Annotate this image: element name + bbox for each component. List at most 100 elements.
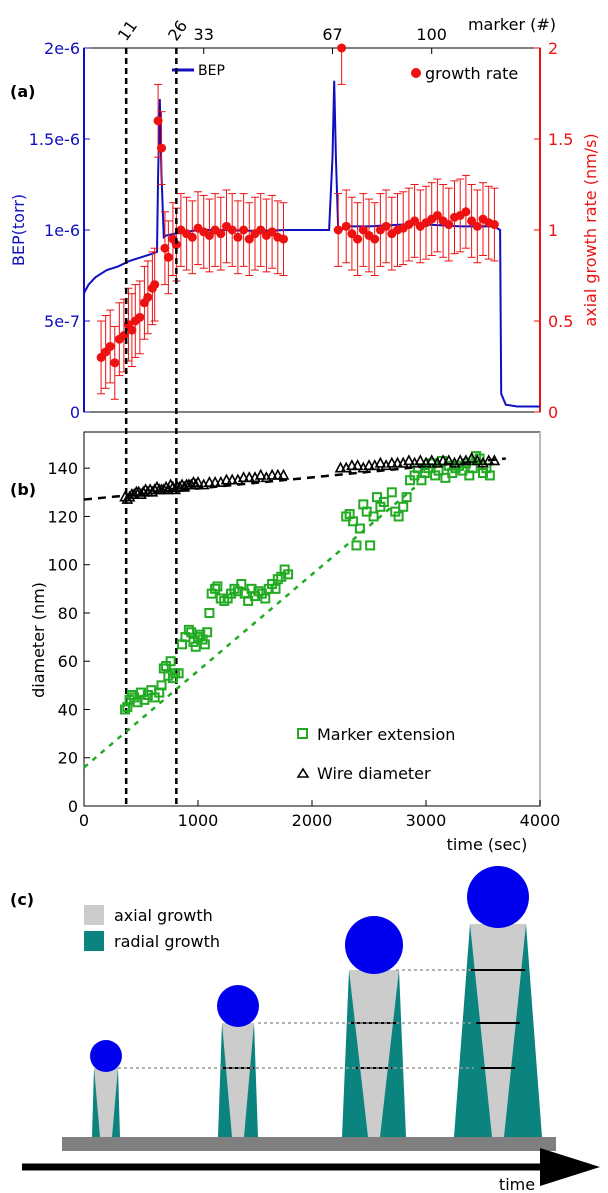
catalyst-droplet: [345, 916, 403, 974]
growth-rate-point: [410, 216, 420, 226]
y-tick-label: 0: [68, 797, 78, 816]
legend-wire-diameter-label: Wire diameter: [317, 764, 431, 783]
growth-rate-point: [267, 227, 277, 237]
panel-c: (c) axial growth radial growth time: [10, 866, 600, 1193]
legend-growth-swatch: [411, 68, 421, 78]
marker-extension-point: [386, 487, 397, 498]
growth-rate-point: [204, 230, 214, 240]
legend-bep-label: BEP: [198, 63, 225, 79]
x-tick-label: 3000: [406, 811, 447, 830]
marker-extension-point: [204, 607, 215, 618]
growth-rate-point: [461, 207, 471, 217]
wire-axial-core: [349, 970, 399, 1137]
time-arrow-label: time: [499, 1175, 535, 1193]
wire-diameter-point: [471, 454, 484, 466]
wire-diameter-point: [178, 480, 191, 492]
growth-rate-point: [163, 252, 173, 262]
marker-extension-point: [401, 492, 412, 503]
marker-extension-point: [398, 501, 409, 512]
y-tick-label: 80: [58, 604, 78, 623]
wire-diameter-point: [488, 454, 501, 466]
wire-diameter-point: [209, 475, 221, 487]
marker-extension-point: [120, 704, 131, 715]
wire-diameter-point: [454, 454, 467, 466]
wire-diameter-point: [482, 454, 495, 466]
legend-growth-label: growth rate: [425, 64, 518, 83]
legend-radial-swatch: [84, 931, 104, 951]
wire-diameter-point: [403, 454, 415, 466]
right-tick-label: 0.5: [548, 312, 573, 331]
top-tick-label: 100: [416, 25, 447, 44]
growth-rate-point: [256, 225, 266, 235]
y-right-axis-label: axial growth rate (nm/s): [581, 133, 600, 326]
wire-diameter-point: [192, 475, 204, 487]
wire-axial-core: [470, 924, 526, 1137]
wire-axial-core: [222, 1023, 254, 1137]
wire-axial-core: [94, 1068, 118, 1137]
growth-rate-point: [279, 234, 288, 244]
x-tick-label: 4000: [520, 811, 561, 830]
time-arrow-head: [540, 1148, 600, 1186]
marker-extension-point: [368, 511, 379, 522]
x-tick-label: 1000: [178, 811, 219, 830]
top-tick-label: 33: [194, 25, 214, 44]
y-tick-label: 140: [47, 459, 78, 478]
y-tick-label: 120: [47, 507, 78, 526]
growth-rate-point: [227, 225, 237, 235]
left-tick-label: 0: [70, 403, 80, 422]
wire-diameter-point: [266, 468, 278, 480]
substrate: [62, 1137, 556, 1151]
growth-rate-point: [467, 216, 477, 226]
marker-extension-point: [212, 581, 223, 592]
wire-diameter-point: [334, 461, 347, 473]
growth-rate-point: [244, 234, 254, 244]
growth-rate-point: [187, 232, 197, 242]
wire-diameter-point: [226, 473, 239, 485]
legend-radial-label: radial growth: [114, 932, 220, 951]
growth-rate-point: [489, 220, 499, 230]
marker-extension-point: [365, 540, 376, 551]
right-tick-label: 2: [548, 39, 558, 58]
wire-diameter-point: [271, 468, 284, 480]
legend-axial-swatch: [84, 905, 104, 925]
growth-rate-point: [432, 210, 442, 220]
y-left-axis-label: BEP(torr): [9, 194, 28, 266]
panel-label: (b): [10, 480, 36, 499]
wire-diameter-point: [254, 468, 267, 480]
left-tick-label: 1.5e-6: [29, 130, 80, 149]
wire-diameter-point: [277, 468, 290, 480]
right-tick-label: 0: [548, 403, 558, 422]
top-axis-label: marker (#): [468, 15, 556, 34]
right-tick-label: 1.5: [548, 130, 573, 149]
panel-label: (a): [10, 82, 35, 101]
wire-diameter-point: [385, 456, 398, 468]
y-tick-label: 40: [58, 700, 78, 719]
growth-rate-point: [233, 232, 243, 242]
wire-diameter-point: [437, 454, 449, 466]
marker-extension-point: [393, 511, 404, 522]
growth-rate-point: [472, 221, 482, 231]
catalyst-droplet: [217, 985, 259, 1027]
wire-diameter-point: [363, 459, 375, 471]
left-tick-label: 2e-6: [44, 39, 80, 58]
marker-extension-point: [378, 496, 389, 507]
growth-rate-point: [150, 280, 160, 290]
wire-diameter-point: [374, 456, 387, 468]
right-tick-label: 1: [548, 221, 558, 240]
wire-diameter-point: [243, 471, 256, 483]
marker-extension-point: [283, 569, 294, 580]
growth-rate-point: [105, 341, 115, 351]
marker-extension-point: [260, 593, 271, 604]
wire-diameter-point: [346, 459, 358, 471]
growth-rate-point: [171, 240, 181, 250]
wire-diameter-point: [160, 480, 172, 492]
growth-rate-point: [337, 43, 347, 53]
legend-marker-extension-swatch: [297, 728, 308, 739]
marker-extension-point: [236, 579, 247, 590]
marker-extension-point: [348, 516, 359, 527]
panel-a: 0 5e-7 1e-6 1.5e-6 2e-6 0 0.5 1 1.5 2 BEP(torr) axi…: [9, 15, 600, 806]
marker-extension-point: [183, 624, 194, 635]
y-tick-label: 20: [58, 749, 78, 768]
marker-extension-point: [202, 627, 213, 638]
